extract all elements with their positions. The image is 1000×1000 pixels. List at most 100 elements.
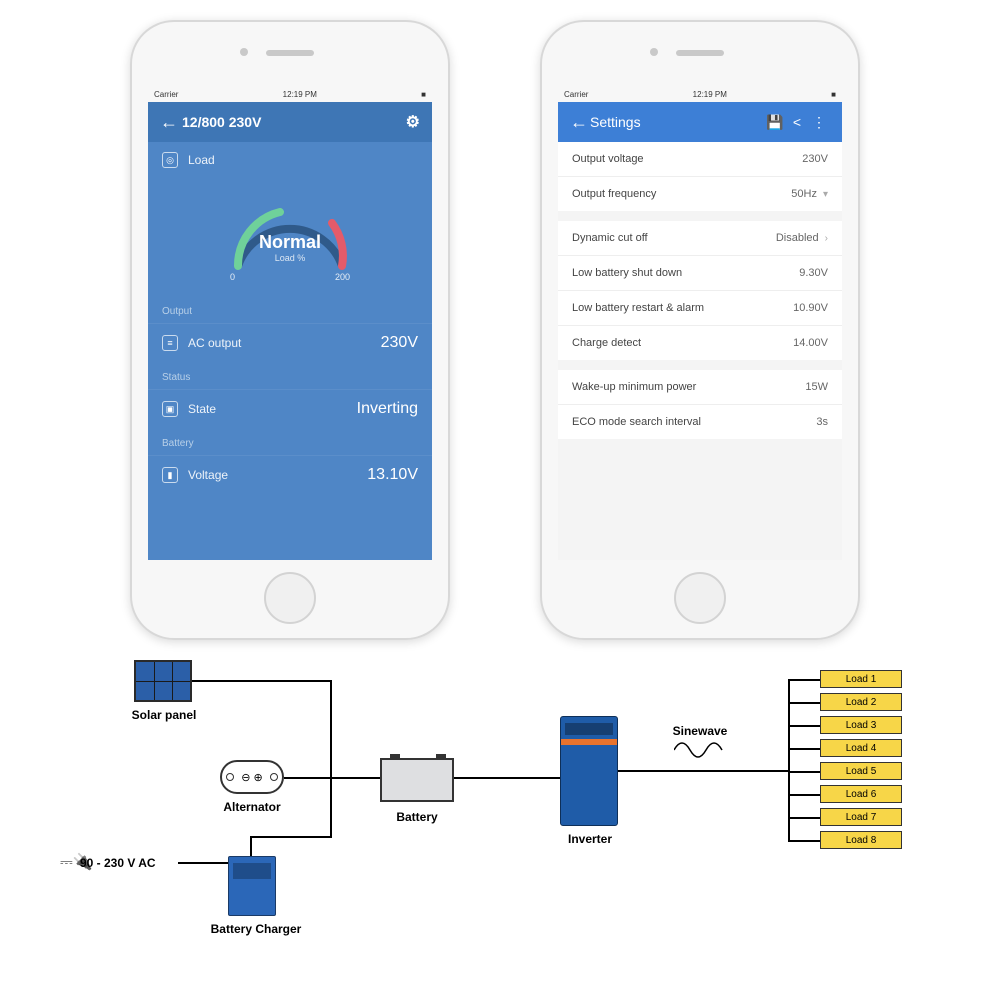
ac-in-label: 90 - 230 V AC: [80, 856, 180, 870]
row-value: 230V: [802, 153, 828, 165]
ac-output-label: AC output: [188, 336, 381, 350]
load-label: Load 2: [846, 697, 877, 708]
load-label: Load 3: [846, 720, 877, 731]
row-value: 50Hz: [791, 188, 817, 200]
app-header: ← 12/800 230V ⚙: [148, 102, 432, 142]
gauge-sub: Load %: [220, 253, 360, 263]
solar-panel-icon: [134, 660, 192, 702]
alternator-icon: ⊖ ⊕: [220, 760, 284, 794]
state-label: State: [188, 402, 357, 416]
row-value: Disabled: [776, 232, 819, 244]
wire: [618, 770, 790, 772]
output-section-label: Output: [148, 296, 432, 323]
speaker-icon: [266, 50, 314, 56]
chevron-down-icon: ▾: [823, 189, 828, 200]
voltage-label: Voltage: [188, 468, 367, 482]
share-icon[interactable]: <: [786, 114, 808, 130]
load-box: Load 2: [820, 693, 902, 711]
battery-label: Battery: [382, 810, 452, 824]
ac-output-row[interactable]: ≡ AC output 230V: [148, 323, 432, 362]
row-label: Output frequency: [572, 188, 791, 200]
charge-detect-row[interactable]: Charge detect 14.00V: [558, 326, 842, 360]
clock-label: 12:19 PM: [283, 90, 317, 99]
wire: [788, 725, 820, 727]
gauge: Normal Load % 0 200: [148, 178, 432, 296]
wire: [788, 794, 820, 796]
clock-label: 12:19 PM: [693, 90, 727, 99]
wire: [250, 836, 332, 838]
battery-section-label: Battery: [148, 428, 432, 455]
row-label: Low battery shut down: [572, 267, 799, 279]
carrier-label: Carrier: [154, 90, 178, 99]
sinewave-label: Sinewave: [660, 724, 740, 738]
load-label: Load 8: [846, 835, 877, 846]
load-box: Load 6: [820, 785, 902, 803]
battery-icon: ■: [831, 90, 836, 99]
row-value: 10.90V: [793, 302, 828, 314]
gauge-max: 200: [335, 272, 350, 282]
back-icon[interactable]: ←: [160, 112, 178, 133]
settings-group-3: Wake-up minimum power 15W ECO mode searc…: [558, 370, 842, 439]
page-title: Settings: [590, 114, 764, 130]
status-bar: Carrier 12:19 PM ■: [148, 86, 432, 102]
inverter-app: ← 12/800 230V ⚙ ◎ Load Normal Loa: [148, 102, 432, 560]
voltage-row[interactable]: ▮ Voltage 13.10V: [148, 455, 432, 494]
row-label: Dynamic cut off: [572, 232, 776, 244]
wire: [454, 777, 560, 779]
output-frequency-row[interactable]: Output frequency 50Hz ▾: [558, 177, 842, 211]
inverter-label: Inverter: [550, 832, 630, 846]
load-label: Load: [188, 153, 418, 167]
row-value: 9.30V: [799, 267, 828, 279]
settings-group-2: Dynamic cut off Disabled › Low battery s…: [558, 221, 842, 360]
wire: [788, 771, 820, 773]
load-box: Load 1: [820, 670, 902, 688]
low-shutdown-row[interactable]: Low battery shut down 9.30V: [558, 256, 842, 291]
solar-panel-label: Solar panel: [114, 708, 214, 722]
load-box: Load 3: [820, 716, 902, 734]
row-value: 3s: [816, 416, 828, 428]
wire: [250, 836, 252, 856]
front-camera-icon: [650, 48, 658, 56]
wire: [192, 680, 332, 682]
state-row[interactable]: ▣ State Inverting: [148, 389, 432, 428]
charger-label: Battery Charger: [196, 922, 316, 936]
ac-output-value: 230V: [381, 334, 418, 352]
gear-icon[interactable]: ⚙: [406, 112, 420, 132]
load-box: Load 5: [820, 762, 902, 780]
settings-group-1: Output voltage 230V Output frequency 50H…: [558, 142, 842, 211]
voltage-value: 13.10V: [367, 466, 418, 484]
load-box: Load 4: [820, 739, 902, 757]
wire: [788, 817, 820, 819]
settings-app: ← Settings 💾 < ⋮ Output voltage 230V Out…: [558, 102, 842, 560]
gauge-text: Normal Load %: [220, 232, 360, 263]
row-label: Charge detect: [572, 337, 793, 349]
phone-right: Carrier 12:19 PM ■ ← Settings 💾 < ⋮ Outp…: [540, 20, 860, 640]
state-value: Inverting: [357, 400, 418, 418]
eco-interval-row[interactable]: ECO mode search interval 3s: [558, 405, 842, 439]
home-button[interactable]: [674, 572, 726, 624]
wire: [330, 680, 332, 778]
settings-header: ← Settings 💾 < ⋮: [558, 102, 842, 142]
output-voltage-row[interactable]: Output voltage 230V: [558, 142, 842, 177]
wire: [788, 679, 820, 681]
chevron-right-icon: ›: [825, 233, 828, 244]
menu-icon[interactable]: ⋮: [808, 114, 830, 131]
save-icon[interactable]: 💾: [764, 114, 786, 131]
wake-min-row[interactable]: Wake-up minimum power 15W: [558, 370, 842, 405]
row-label: Low battery restart & alarm: [572, 302, 793, 314]
dynamic-cutoff-row[interactable]: Dynamic cut off Disabled ›: [558, 221, 842, 256]
gauge-status: Normal: [220, 232, 360, 253]
carrier-label: Carrier: [564, 90, 588, 99]
back-icon[interactable]: ←: [570, 112, 590, 133]
battery-icon: [380, 758, 454, 802]
wire: [788, 702, 820, 704]
load-label: Load 5: [846, 766, 877, 777]
low-restart-row[interactable]: Low battery restart & alarm 10.90V: [558, 291, 842, 326]
wire: [178, 862, 228, 864]
state-icon: ▣: [162, 401, 178, 417]
phone-left: Carrier 12:19 PM ■ ← 12/800 230V ⚙ ◎ Loa…: [130, 20, 450, 640]
row-label: ECO mode search interval: [572, 416, 816, 428]
load-label: Load 6: [846, 789, 877, 800]
home-button[interactable]: [264, 572, 316, 624]
voltage-icon: ▮: [162, 467, 178, 483]
